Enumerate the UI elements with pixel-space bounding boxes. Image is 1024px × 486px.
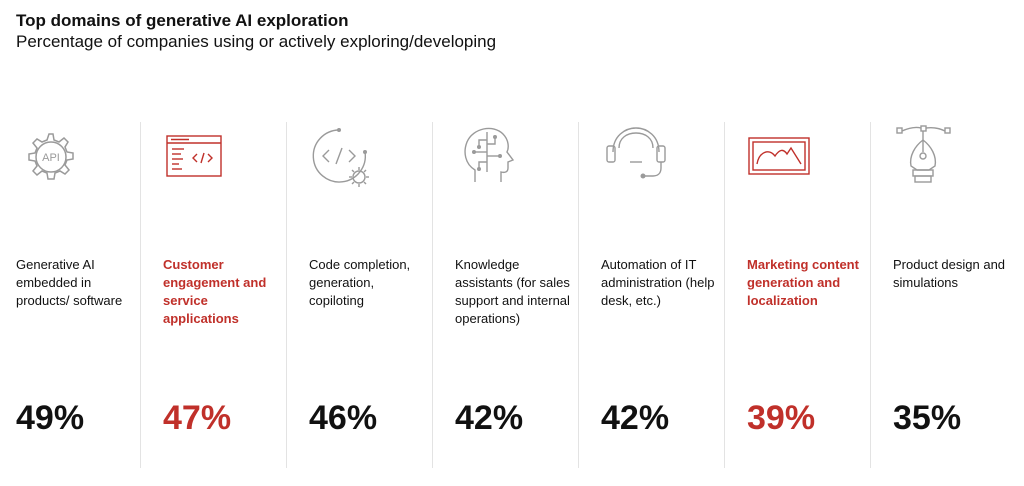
domain-label: Customer engagement and service applicat…: [163, 257, 267, 326]
domain-value: 47%: [163, 399, 232, 437]
domain-label: Product design and simulations: [893, 257, 1006, 290]
chart-title: Top domains of generative AI exploration: [16, 11, 349, 30]
domain-column: Automation of IT administration (help de…: [578, 122, 724, 468]
headset-icon: [601, 122, 671, 192]
domain-column: Knowledge assistants (for sales support …: [432, 122, 578, 468]
domain-columns: API Generative AI embedded in products/ …: [0, 122, 1024, 470]
chart-subtitle: Percentage of companies using or activel…: [16, 32, 497, 51]
code-window-icon: [163, 122, 233, 192]
code-gear-icon: [309, 122, 379, 192]
domain-column: API Generative AI embedded in products/ …: [16, 122, 140, 468]
api-text: API: [42, 152, 60, 164]
domain-value: 42%: [455, 399, 524, 437]
domain-label: Automation of IT administration (help de…: [601, 257, 715, 308]
domain-column: Code completion, generation, copiloting …: [286, 122, 432, 468]
domain-value: 49%: [16, 399, 85, 437]
domain-value: 35%: [893, 399, 962, 437]
image-frame-icon: [747, 122, 817, 192]
domain-label: Knowledge assistants (for sales support …: [455, 257, 570, 326]
domain-value: 46%: [309, 399, 378, 437]
domain-column: Marketing content generation and localiz…: [724, 122, 870, 468]
chart-header: Top domains of generative AI exploration…: [16, 10, 1006, 53]
domain-column: Customer engagement and service applicat…: [140, 122, 286, 468]
pen-nib-icon: [893, 122, 963, 192]
domain-label: Code completion, generation, copiloting: [309, 257, 411, 308]
domain-label: Marketing content generation and localiz…: [747, 257, 859, 308]
domain-column: Product design and simulations 35%: [870, 122, 1016, 468]
domain-value: 39%: [747, 399, 816, 437]
domain-value: 42%: [601, 399, 670, 437]
domain-label: Generative AI embedded in products/ soft…: [16, 257, 123, 308]
ai-head-icon: [455, 122, 525, 192]
api-gear-icon: API: [16, 122, 86, 192]
